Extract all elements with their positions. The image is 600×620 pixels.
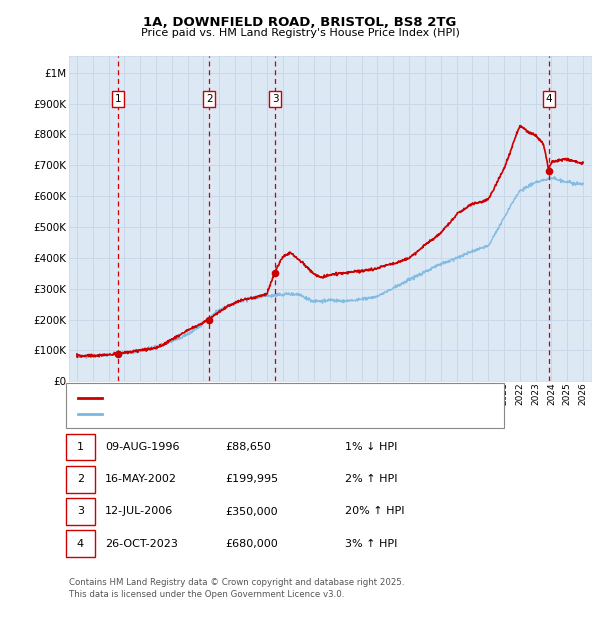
Text: 09-AUG-1996: 09-AUG-1996	[105, 442, 179, 452]
Text: 2% ↑ HPI: 2% ↑ HPI	[345, 474, 398, 484]
Text: £350,000: £350,000	[225, 507, 278, 516]
Text: 16-MAY-2002: 16-MAY-2002	[105, 474, 177, 484]
Text: £199,995: £199,995	[225, 474, 278, 484]
Text: 3% ↑ HPI: 3% ↑ HPI	[345, 539, 397, 549]
Text: 2: 2	[77, 474, 84, 484]
Text: 1: 1	[115, 94, 122, 104]
Text: 2: 2	[206, 94, 212, 104]
Text: 1% ↓ HPI: 1% ↓ HPI	[345, 442, 397, 452]
Text: 4: 4	[545, 94, 552, 104]
Text: 1: 1	[77, 442, 84, 452]
Text: 4: 4	[77, 539, 84, 549]
Text: 1A, DOWNFIELD ROAD, BRISTOL, BS8 2TG (detached house): 1A, DOWNFIELD ROAD, BRISTOL, BS8 2TG (de…	[108, 393, 404, 403]
Text: 20% ↑ HPI: 20% ↑ HPI	[345, 507, 404, 516]
Text: 1A, DOWNFIELD ROAD, BRISTOL, BS8 2TG: 1A, DOWNFIELD ROAD, BRISTOL, BS8 2TG	[143, 16, 457, 29]
Text: 12-JUL-2006: 12-JUL-2006	[105, 507, 173, 516]
Text: Price paid vs. HM Land Registry's House Price Index (HPI): Price paid vs. HM Land Registry's House …	[140, 28, 460, 38]
Text: Contains HM Land Registry data © Crown copyright and database right 2025.
This d: Contains HM Land Registry data © Crown c…	[69, 578, 404, 600]
Text: 26-OCT-2023: 26-OCT-2023	[105, 539, 178, 549]
Text: £88,650: £88,650	[225, 442, 271, 452]
Text: HPI: Average price, detached house, City of Bristol: HPI: Average price, detached house, City…	[108, 409, 355, 419]
Text: 3: 3	[272, 94, 278, 104]
Text: 3: 3	[77, 507, 84, 516]
Text: £680,000: £680,000	[225, 539, 278, 549]
